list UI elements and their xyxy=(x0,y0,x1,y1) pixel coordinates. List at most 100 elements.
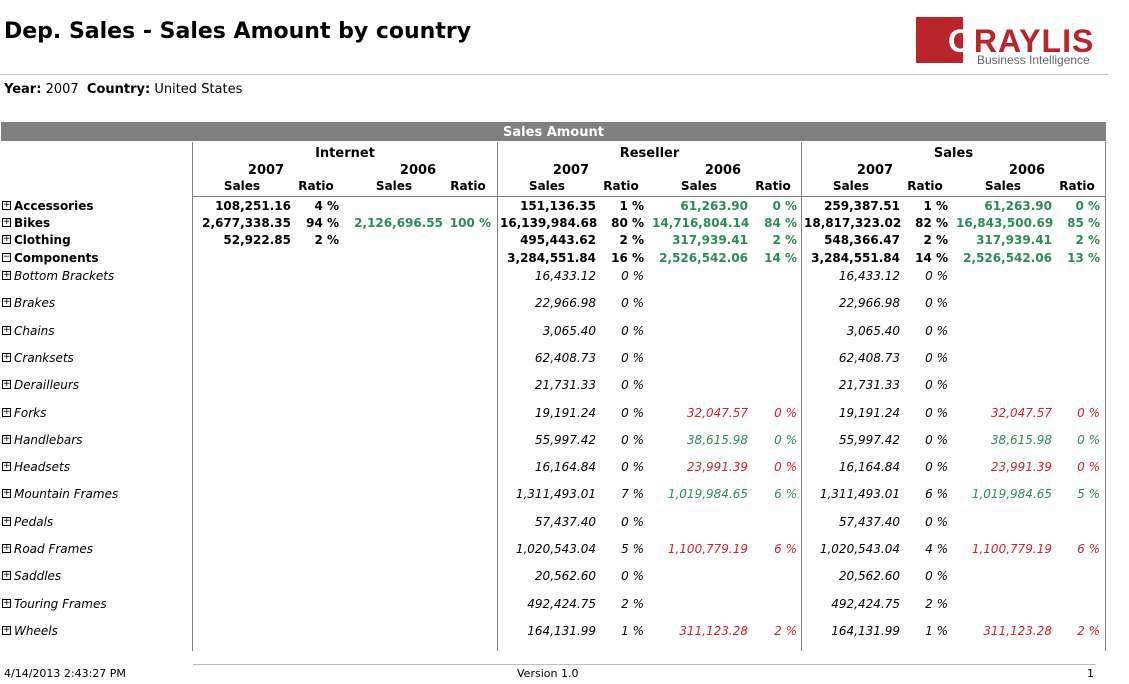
year-header: 2006 xyxy=(1008,163,1046,178)
expand-toggle[interactable]: + xyxy=(2,200,11,210)
table-row: + Mountain Frames 1,311,493.01 7 % 1,019,984… xyxy=(0,487,1110,503)
ratio-cell: 0 % xyxy=(621,324,644,338)
expand-toggle[interactable]: + xyxy=(2,570,11,580)
ratio-cell: 0 % xyxy=(925,324,948,338)
year-header: 2007 xyxy=(247,163,285,178)
row-label[interactable]: Road Frames xyxy=(14,542,93,556)
ratio-cell: 0 % xyxy=(621,351,644,365)
col-header-sales: Sales xyxy=(984,179,1022,193)
ratio-cell: 6 % xyxy=(925,487,948,501)
expand-toggle[interactable]: + xyxy=(2,434,11,444)
sales-cell: 32,047.57 xyxy=(990,406,1052,420)
sales-cell: 19,191.24 xyxy=(838,406,900,420)
row-label[interactable]: Brakes xyxy=(14,296,56,310)
sales-cell: 19,191.24 xyxy=(534,406,596,420)
ratio-cell: 16 % xyxy=(611,251,644,265)
grid-line xyxy=(497,142,498,651)
ratio-cell: 4 % xyxy=(925,542,948,556)
ratio-cell: 0 % xyxy=(621,269,644,283)
expand-toggle[interactable]: + xyxy=(2,516,11,526)
sales-cell: 38,615.98 xyxy=(686,433,748,447)
row-label[interactable]: Accessories xyxy=(14,199,94,213)
col-header-ratio: Ratio xyxy=(1059,179,1095,193)
row-label[interactable]: Forks xyxy=(14,406,47,420)
sales-cell: 14,716,804.14 xyxy=(652,216,750,230)
ratio-cell: 0 % xyxy=(621,296,644,310)
expand-toggle[interactable]: + xyxy=(2,407,11,417)
oraylis-logo: ORAYLIS Business Intelligence xyxy=(916,17,1096,67)
expand-toggle[interactable]: + xyxy=(2,297,11,307)
expand-toggle[interactable]: + xyxy=(2,488,11,498)
row-label[interactable]: Clothing xyxy=(14,233,71,247)
ratio-cell: 2 % xyxy=(923,233,948,247)
expand-toggle[interactable]: + xyxy=(2,625,11,635)
sales-cell: 52,922.85 xyxy=(223,233,291,247)
sales-cell: 16,843,500.69 xyxy=(956,216,1054,230)
sales-cell: 62,408.73 xyxy=(838,351,900,365)
sales-cell: 2,526,542.06 xyxy=(963,251,1052,265)
ratio-cell: 0 % xyxy=(1075,199,1100,213)
ratio-cell: 6 % xyxy=(774,542,797,556)
collapse-toggle[interactable]: − xyxy=(2,252,11,262)
grid-line xyxy=(192,142,193,651)
footer-divider xyxy=(193,664,1096,665)
expand-toggle[interactable]: + xyxy=(2,379,11,389)
row-label[interactable]: Chains xyxy=(14,324,55,338)
row-label[interactable]: Handlebars xyxy=(14,433,83,447)
report-title: Dep. Sales - Sales Amount by country xyxy=(4,19,472,44)
col-header-sales: Sales xyxy=(528,179,566,193)
expand-toggle[interactable]: + xyxy=(2,543,11,553)
row-label[interactable]: Pedals xyxy=(14,515,54,529)
expand-toggle[interactable]: + xyxy=(2,325,11,335)
expand-toggle[interactable]: + xyxy=(2,352,11,362)
ratio-cell: 0 % xyxy=(1077,460,1100,474)
ratio-cell: 0 % xyxy=(774,406,797,420)
expand-toggle[interactable]: + xyxy=(2,598,11,608)
expand-toggle[interactable]: + xyxy=(2,270,11,280)
ratio-cell: 82 % xyxy=(915,216,948,230)
sales-cell: 164,131.99 xyxy=(527,624,596,638)
sales-cell: 317,939.41 xyxy=(672,233,748,247)
ratio-cell: 0 % xyxy=(925,351,948,365)
table-row: + Touring Frames 492,424.75 2 % 492,424.75 2 … xyxy=(0,597,1110,613)
table-row: + Wheels 164,131.99 1 % 311,123.28 2 % 164,131… xyxy=(0,624,1110,640)
row-label[interactable]: Wheels xyxy=(14,624,58,638)
year-label: Year: xyxy=(4,82,42,97)
year-header: 2007 xyxy=(856,163,894,178)
logo-subtitle: Business Intelligence xyxy=(977,53,1090,67)
expand-toggle[interactable]: + xyxy=(2,461,11,471)
ratio-cell: 0 % xyxy=(621,460,644,474)
ratio-cell: 0 % xyxy=(621,569,644,583)
sales-cell: 1,311,493.01 xyxy=(819,487,900,501)
row-label[interactable]: Cranksets xyxy=(14,351,74,365)
sales-amount-band: Sales Amount xyxy=(1,122,1106,141)
expand-toggle[interactable]: + xyxy=(2,217,11,227)
header-bottom-line xyxy=(192,196,1106,197)
expand-toggle[interactable]: + xyxy=(2,234,11,244)
col-header-sales: Sales xyxy=(223,179,261,193)
year-header: 2007 xyxy=(552,163,590,178)
row-label[interactable]: Saddles xyxy=(14,569,62,583)
ratio-cell: 0 % xyxy=(621,433,644,447)
group-header-internet: Internet xyxy=(315,146,375,161)
row-label[interactable]: Bottom Brackets xyxy=(14,269,115,283)
row-label[interactable]: Components xyxy=(14,251,99,265)
table-row: + Brakes 22,966.98 0 % 22,966.98 0 % xyxy=(0,296,1110,312)
ratio-cell: 0 % xyxy=(925,269,948,283)
sales-cell: 1,100,779.19 xyxy=(971,542,1052,556)
ratio-cell: 84 % xyxy=(764,216,797,230)
ratio-cell: 1 % xyxy=(619,199,644,213)
col-header-ratio: Ratio xyxy=(907,179,943,193)
ratio-cell: 6 % xyxy=(1077,542,1100,556)
year-header: 2006 xyxy=(704,163,742,178)
row-label[interactable]: Touring Frames xyxy=(14,597,107,611)
row-label[interactable]: Headsets xyxy=(14,460,70,474)
row-label[interactable]: Mountain Frames xyxy=(14,487,119,501)
row-label[interactable]: Derailleurs xyxy=(14,378,80,392)
row-label[interactable]: Bikes xyxy=(14,216,51,230)
ratio-cell: 2 % xyxy=(619,233,644,247)
sales-cell: 151,136.35 xyxy=(520,199,596,213)
logo-box xyxy=(916,17,963,63)
sales-cell: 18,817,323.02 xyxy=(804,216,902,230)
logo-wordmark: ORAYLIS xyxy=(948,23,1095,59)
